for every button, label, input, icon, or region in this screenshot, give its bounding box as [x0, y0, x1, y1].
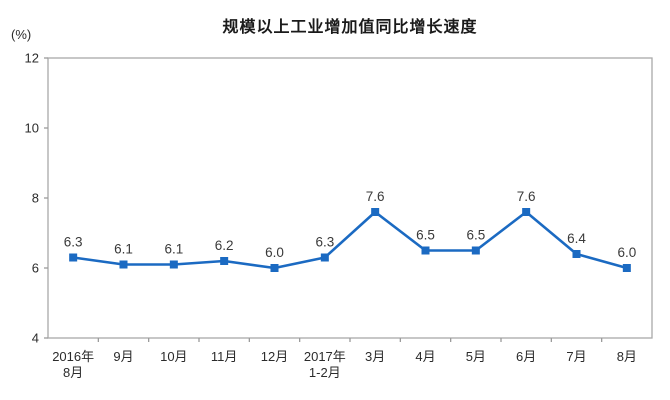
- y-axis-tick-label: 4: [32, 331, 39, 346]
- data-point-label: 6.3: [64, 235, 83, 250]
- data-point-marker: [471, 246, 480, 255]
- x-axis-tick-label: 9月: [113, 349, 133, 364]
- chart-title: 规模以上工业增加值同比增长速度: [222, 19, 478, 36]
- data-point-label: 6.1: [114, 242, 133, 257]
- x-axis-tick-label: 5月: [466, 349, 486, 364]
- data-point-label: 6.0: [265, 245, 284, 260]
- data-point-marker: [220, 257, 229, 265]
- data-point-label: 7.6: [366, 189, 385, 204]
- data-point-marker: [320, 253, 329, 262]
- data-point-label: 6.1: [164, 242, 183, 257]
- data-point-label: 6.5: [466, 228, 485, 243]
- data-point-label: 6.5: [416, 228, 435, 243]
- data-point-label: 6.4: [567, 231, 586, 246]
- x-axis-tick-label: 2017年 1-2月: [304, 349, 346, 380]
- data-point-marker: [421, 246, 430, 255]
- data-line: [72, 210, 628, 270]
- y-axis-tick-label: 10: [25, 121, 39, 136]
- plot-frame: [47, 57, 653, 339]
- x-axis-tick-label: 3月: [365, 349, 385, 364]
- y-axis-tick-label: 8: [32, 191, 39, 206]
- data-point-marker: [69, 253, 78, 262]
- data-point-marker: [522, 208, 531, 216]
- x-axis-tick-label: 4月: [415, 349, 435, 364]
- data-point-marker: [169, 260, 178, 269]
- data-point-marker: [371, 208, 380, 216]
- y-axis-tick-label: 6: [32, 261, 39, 276]
- x-axis-tick-label: 8月: [617, 349, 637, 364]
- x-axis-tick-label: 2016年 8月: [52, 349, 94, 380]
- data-point-marker: [622, 264, 631, 272]
- data-point-label: 7.6: [517, 189, 536, 204]
- x-axis-tick-label: 6月: [516, 349, 536, 364]
- data-point-marker: [572, 250, 581, 258]
- data-point-label: 6.2: [215, 238, 234, 253]
- x-axis-tick-label: 12月: [261, 349, 288, 364]
- data-point-marker: [119, 260, 128, 269]
- x-axis-tick-label: 11月: [211, 349, 238, 364]
- x-axis-tick-label: 10月: [160, 349, 187, 364]
- y-axis-unit-label: (%): [11, 27, 32, 42]
- data-point-marker: [270, 264, 279, 272]
- y-axis-tick-label: 12: [25, 51, 39, 66]
- x-axis-tick-label: 7月: [566, 349, 586, 364]
- data-point-label: 6.0: [617, 245, 636, 260]
- data-point-label: 6.3: [315, 235, 334, 250]
